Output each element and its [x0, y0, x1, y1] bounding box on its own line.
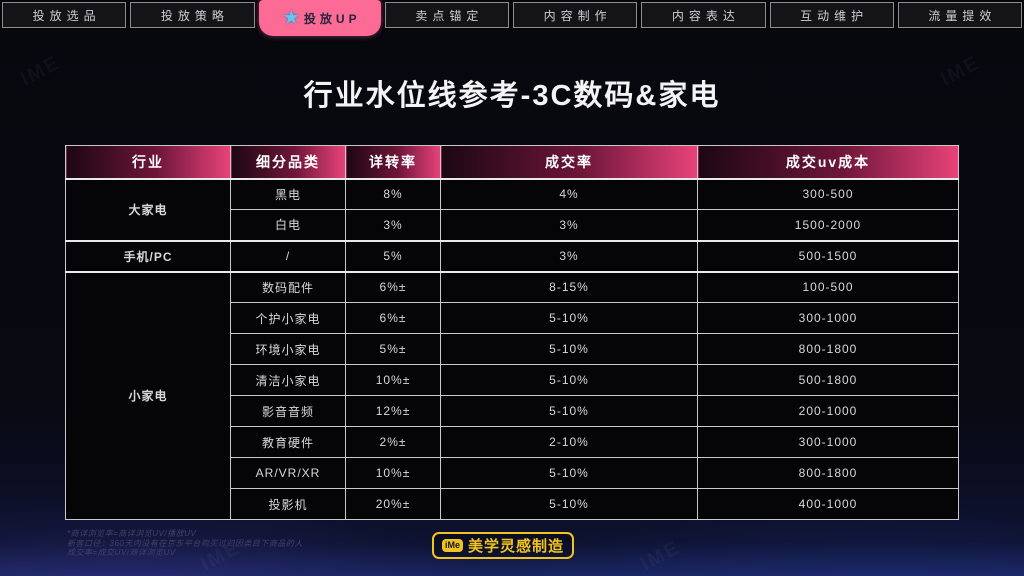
- table-row: 大家电 黑电 8% 4% 300-500: [65, 177, 959, 241]
- detail-rate-cell: 8%: [345, 177, 441, 210]
- table-row: 手机/PC / 5% 3% 500-1500: [65, 239, 959, 272]
- uv-cost-cell: 300-1000: [697, 426, 959, 458]
- footnotes: *商详浏览率=商详浏览UV/播放UV 新客口径：360天内没有在京东平台购买过归…: [67, 529, 303, 558]
- star-icon: ★: [283, 8, 299, 27]
- footnote-line: 新客口径：360天内没有在京东平台购买过归因类目下商品的人: [67, 538, 303, 548]
- deal-rate-cell: 5-10%: [440, 364, 698, 396]
- deal-rate-cell: 5-10%: [440, 457, 698, 489]
- deal-rate-cell: 3%: [440, 209, 698, 241]
- col-header-detail-rate: 详转率: [345, 145, 441, 180]
- deal-rate-cell: 4%: [440, 177, 698, 210]
- uv-cost-cell: 300-500: [697, 177, 959, 210]
- subcategory-cell: /: [230, 239, 346, 272]
- subcategory-cell: 清洁小家电: [230, 364, 346, 396]
- deal-rate-cell: 5-10%: [440, 333, 698, 365]
- uv-cost-cell: 200-1000: [697, 395, 959, 427]
- detail-rate-cell: 12%±: [345, 395, 441, 427]
- table-row: 白电 3% 3% 1500-2000: [66, 209, 959, 241]
- uv-cost-cell: 800-1800: [697, 333, 959, 365]
- brand-logo: iMe 美学灵感制造: [432, 532, 575, 559]
- subcategory-cell: 个护小家电: [230, 302, 346, 334]
- tab-interaction[interactable]: 互动维护: [769, 2, 894, 28]
- uv-cost-cell: 1500-2000: [697, 209, 959, 241]
- uv-cost-cell: 400-1000: [697, 488, 959, 520]
- table-row: AR/VR/XR 10%± 5-10% 800-1800: [66, 457, 959, 489]
- detail-rate-cell: 10%±: [345, 364, 441, 396]
- table-row: 小家电 数码配件 6%± 8-15% 100-500: [65, 270, 959, 520]
- deal-rate-cell: 8-15%: [440, 270, 698, 303]
- deal-rate-cell: 5-10%: [440, 488, 698, 520]
- col-header-subcategory: 细分品类: [230, 145, 346, 180]
- tab-traffic[interactable]: 流量提效: [897, 2, 1022, 28]
- table-row: 影音音频 12%± 5-10% 200-1000: [66, 395, 959, 427]
- table-row: 教育硬件 2%± 2-10% 300-1000: [66, 426, 959, 458]
- tab-launch-up-label: 投放UP: [303, 11, 361, 26]
- tab-content-express[interactable]: 内容表达: [641, 2, 766, 28]
- subcategory-cell: 影音音频: [230, 395, 346, 427]
- detail-rate-cell: 5%: [345, 239, 441, 272]
- footnote-line: *商详浏览率=商详浏览UV/播放UV: [67, 529, 197, 538]
- deal-rate-cell: 3%: [440, 239, 698, 272]
- ime-logo-icon: iMe: [442, 539, 464, 552]
- uv-cost-cell: 300-1000: [697, 302, 959, 334]
- deal-rate-cell: 5-10%: [440, 302, 698, 334]
- col-header-uv-cost: 成交uv成本: [697, 145, 959, 180]
- footnote-line: 成交率=成交UV/商详浏览UV: [67, 548, 176, 557]
- detail-rate-cell: 20%±: [345, 488, 441, 520]
- col-header-deal-rate: 成交率: [440, 145, 698, 180]
- subcategory-cell: AR/VR/XR: [230, 457, 346, 489]
- uv-cost-cell: 800-1800: [697, 457, 959, 489]
- brand-logo-label: 美学灵感制造: [468, 538, 565, 555]
- detail-rate-cell: 6%±: [345, 302, 441, 334]
- ime-watermark: IME: [637, 536, 685, 576]
- table-row: 个护小家电 6%± 5-10% 300-1000: [66, 302, 959, 334]
- subcategory-cell: 数码配件: [230, 270, 346, 303]
- industry-cell-phone-pc: 手机/PC: [65, 239, 231, 272]
- table-row: 清洁小家电 10%± 5-10% 500-1800: [66, 364, 959, 396]
- table-header-row: 行业 细分品类 详转率 成交率 成交uv成本: [65, 145, 959, 180]
- tab-selling-point[interactable]: 卖点锚定: [384, 2, 509, 28]
- uv-cost-cell: 500-1500: [697, 239, 959, 272]
- subcategory-cell: 投影机: [230, 488, 346, 520]
- page-title: 行业水位线参考-3C数码&家电: [303, 80, 721, 112]
- tab-launch-up[interactable]: ★ 投放UP: [258, 0, 381, 36]
- detail-rate-cell: 5%±: [345, 333, 441, 365]
- subcategory-cell: 白电: [230, 209, 346, 241]
- detail-rate-cell: 2%±: [345, 426, 441, 458]
- tab-content-make[interactable]: 内容制作: [513, 2, 638, 28]
- uv-cost-cell: 500-1800: [697, 364, 959, 396]
- tab-strategy[interactable]: 投放策略: [130, 2, 255, 28]
- table-row: 环境小家电 5%± 5-10% 800-1800: [66, 333, 959, 365]
- top-tab-bar: 投放选品 投放策略 ★ 投放UP 卖点锚定 内容制作 内容表达 互动维护 流量提…: [0, 0, 1024, 36]
- col-header-industry: 行业: [65, 145, 231, 180]
- subcategory-cell: 黑电: [230, 177, 346, 210]
- industry-cell-major-appliance: 大家电: [65, 177, 231, 241]
- tab-selection[interactable]: 投放选品: [2, 2, 127, 28]
- uv-cost-cell: 100-500: [697, 270, 959, 303]
- subcategory-cell: 教育硬件: [230, 426, 346, 458]
- table-row: 投影机 20%± 5-10% 400-1000: [66, 488, 959, 520]
- benchmark-table: 行业 细分品类 详转率 成交率 成交uv成本 大家电 黑电 8% 4% 300-…: [65, 145, 959, 520]
- detail-rate-cell: 10%±: [345, 457, 441, 489]
- deal-rate-cell: 5-10%: [440, 395, 698, 427]
- subcategory-cell: 环境小家电: [230, 333, 346, 365]
- detail-rate-cell: 3%: [345, 209, 441, 241]
- detail-rate-cell: 6%±: [345, 270, 441, 303]
- industry-cell-small-appliance: 小家电: [65, 270, 231, 520]
- deal-rate-cell: 2-10%: [440, 426, 698, 458]
